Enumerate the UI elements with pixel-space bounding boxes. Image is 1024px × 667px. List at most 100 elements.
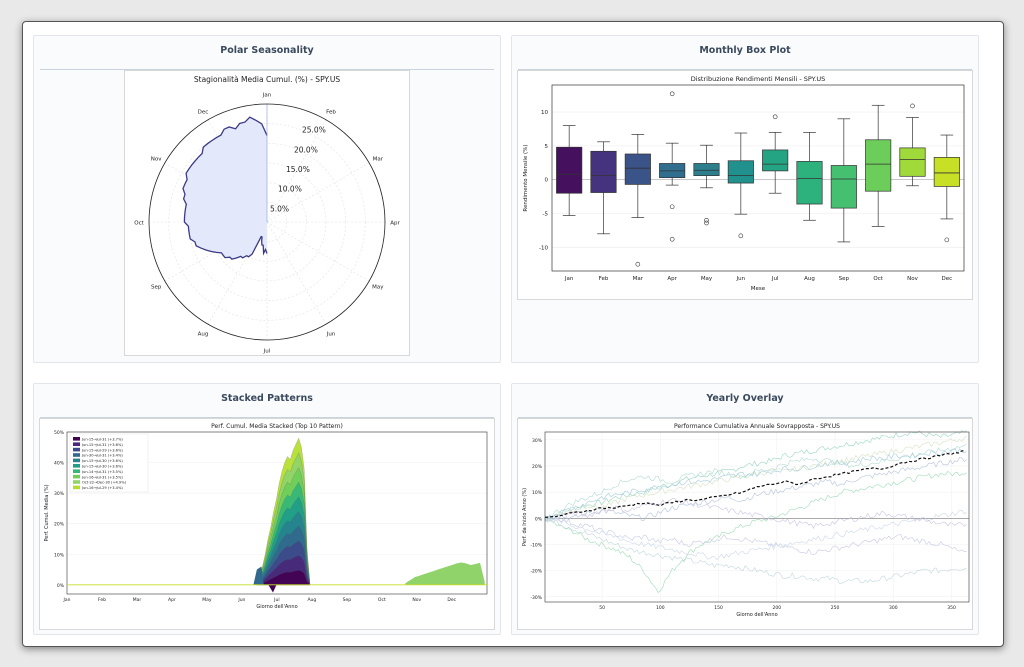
x-tick-label: Feb [599, 276, 609, 282]
legend-swatch [73, 480, 80, 484]
box [796, 161, 823, 205]
y-tick-label: 0% [57, 583, 65, 589]
year-line [544, 519, 967, 584]
year-line [544, 430, 967, 520]
stack-layer [268, 584, 277, 593]
legend-swatch [73, 458, 80, 463]
polar-chart-image: Stagionalità Media Cumul. (%) - SPY.US 5.… [124, 70, 410, 356]
yearly-chart-image: Performance Cumulativa Annuale Sovrappos… [517, 418, 973, 630]
year-line [544, 447, 967, 522]
yearly-chart: Performance Cumulativa Annuale Sovrappos… [522, 423, 970, 618]
chart-title: Stagionalità Media Cumul. (%) - SPY.US [194, 75, 340, 84]
y-tick-label: 10 [541, 110, 548, 116]
legend-swatch [73, 447, 80, 452]
y-tick-label: 0 [545, 178, 549, 184]
legend-label: Jun-16→Jul-29 (+3.4%) [81, 486, 123, 490]
x-tick-label: Aug [804, 276, 815, 282]
monthly-box-plot-card: Monthly Box Plot Distribuzione Rendiment… [511, 35, 979, 363]
yearly-overlay-card: Yearly Overlay Performance Cumulativa An… [511, 383, 979, 635]
year-line [544, 470, 967, 593]
x-tick-label: Jul [273, 597, 279, 603]
outlier [772, 114, 778, 120]
r-tick-label: 10.0% [278, 185, 302, 194]
x-tick-label: Mar [133, 597, 142, 603]
y-tick-label: 10% [54, 552, 65, 558]
theta-label: May [372, 285, 384, 291]
theta-label: Jan [262, 93, 272, 99]
outlier [669, 236, 675, 242]
y-tick-label: 20% [54, 522, 65, 528]
x-tick-label: Mar [633, 276, 644, 282]
outlier [704, 217, 709, 223]
legend-label: Jun-15→Jul-30 (+3.6%) [81, 459, 123, 463]
radial-gridline [188, 143, 346, 301]
r-tick-label: 15.0% [286, 165, 310, 174]
x-tick-label: Jan [63, 597, 71, 603]
box-chart: Distribuzione Rendimenti Mensili - SPY.U… [523, 75, 965, 292]
plot-frame [551, 84, 965, 272]
y-tick-label: 50% [54, 430, 65, 436]
angular-gridline [266, 221, 370, 282]
y-axis-label: Perf. da Inizio Anno (%) [522, 488, 528, 546]
legend-label: Jun-15→Jul-31 (+3.6%) [81, 443, 123, 447]
box [624, 153, 651, 185]
y-tick-label: 20% [532, 464, 543, 470]
r-tick-label: 20.0% [294, 145, 318, 154]
legend-label: Oct-22→Dec-30 (+4.9%) [82, 481, 127, 485]
legend-label: Jun-15→Jul-29 (+3.6%) [81, 448, 123, 452]
outlier [669, 204, 675, 210]
outlier [910, 103, 915, 109]
x-tick-label: Jan [564, 276, 574, 282]
y-tick-label: 10% [532, 490, 543, 496]
box-chart-image: Distribuzione Rendimenti Mensili - SPY.U… [517, 70, 973, 300]
stack-layer-autumn [405, 562, 485, 585]
year-line [544, 456, 967, 522]
theta-label: Sep [151, 285, 162, 291]
y-tick-label: -30% [530, 595, 542, 601]
x-tick-label: May [701, 276, 713, 282]
stacked-chart-image: Perf. Cumul. Media Stacked (Top 10 Patte… [39, 418, 495, 630]
x-tick-label: Sep [839, 276, 850, 282]
legend-swatch [73, 464, 80, 468]
box-card-title: Monthly Box Plot [518, 45, 972, 70]
stack-layer [256, 570, 310, 585]
box [899, 147, 926, 177]
theta-label: Nov [151, 157, 162, 163]
x-tick-label: Aug [307, 597, 316, 603]
x-tick-label: Nov [907, 276, 918, 282]
x-tick-label: 150 [714, 605, 723, 611]
theta-label: Mar [373, 157, 384, 163]
y-tick-label: -10 [539, 245, 548, 251]
legend-box [69, 433, 149, 493]
chart-title: Distribuzione Rendimenti Mensili - SPY.U… [691, 75, 826, 83]
x-tick-label: Nov [412, 597, 421, 603]
y-tick-label: 40% [54, 461, 65, 467]
year-line [544, 497, 967, 529]
x-tick-label: Oct [873, 276, 883, 282]
theta-label: Jun [326, 331, 336, 337]
outlier [704, 220, 709, 226]
box [762, 149, 789, 172]
r-tick-label: 5.0% [270, 204, 289, 213]
x-tick-label: Apr [168, 597, 176, 603]
x-tick-label: Oct [378, 597, 386, 603]
r-tick-label: 25.0% [302, 126, 326, 135]
legend-swatch [73, 469, 80, 473]
radial-gridline [168, 123, 366, 321]
plot-frame [544, 431, 970, 603]
y-tick-label: 0% [535, 516, 543, 522]
x-axis-label: Giorno dell'Anno [256, 604, 297, 610]
legend-swatch [73, 485, 80, 490]
chart-title: Performance Cumulativa Annuale Sovrappos… [674, 423, 840, 430]
y-tick-label: -10% [530, 542, 542, 548]
y-axis-label: Perf. Cumul. Media (%) [44, 484, 50, 541]
x-tick-label: Dec [942, 276, 953, 282]
x-tick-label: Jun [736, 276, 746, 282]
box [865, 139, 892, 192]
year-line [544, 443, 967, 521]
legend-label: Jun-15→Jul-30 (+3.6%) [81, 465, 123, 469]
x-tick-label: 350 [947, 605, 956, 611]
legend-label: Jun-15→Jul-31 (+3.7%) [81, 438, 123, 442]
y-tick-label: -20% [530, 569, 542, 575]
x-tick-label: Sep [343, 597, 352, 603]
